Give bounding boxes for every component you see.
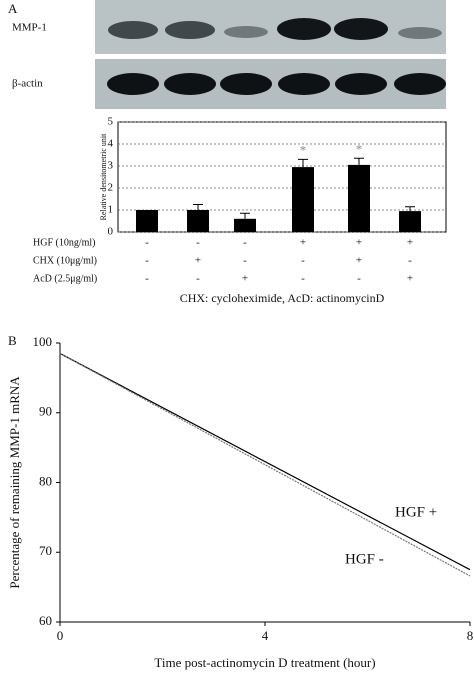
line	[59, 352, 471, 577]
treatment-sign: -	[357, 273, 361, 285]
x-tick-label: 8	[467, 628, 474, 643]
treatment-sign: +	[300, 237, 306, 249]
treatment-sign: -	[196, 273, 200, 285]
treatment-sign: +	[356, 237, 362, 249]
treatment-sign: +	[407, 237, 413, 249]
treatment-sign: -	[145, 255, 149, 267]
line	[59, 352, 471, 571]
y-axis-label: Percentage of remaining MMP-1 mRNA	[7, 376, 22, 589]
bar	[234, 218, 256, 232]
bar	[399, 211, 421, 232]
panel-label: B	[8, 333, 17, 348]
treatment-sign: +	[195, 255, 201, 267]
y-tick-label: 80	[39, 473, 52, 488]
treatment-sign: -	[243, 237, 247, 249]
blot-label: MMP-1	[12, 22, 47, 34]
treatment-sign: -	[301, 255, 305, 267]
error-bar	[405, 206, 415, 212]
bar	[348, 164, 370, 232]
y-tick-label: 3	[108, 160, 114, 172]
plot-frame	[117, 121, 447, 233]
series-label: HGF -	[345, 551, 384, 567]
treatment-sign: -	[301, 273, 305, 285]
treatment-label: AcD (2.5μg/ml)	[33, 273, 97, 284]
bar	[136, 210, 158, 232]
y-tick-label: 2	[108, 182, 114, 194]
treatment-sign: +	[356, 255, 362, 267]
treatment-sign: +	[407, 273, 413, 285]
y-axis-label: Relative densitometric unit	[99, 133, 108, 220]
series-label: HGF +	[395, 504, 437, 520]
treatment-label: CHX (10μg/ml)	[33, 255, 97, 266]
treatment-sign: +	[242, 273, 248, 285]
error-bar	[354, 157, 364, 165]
error-bar	[298, 158, 308, 168]
x-tick-label: 4	[262, 628, 269, 643]
axes	[59, 343, 470, 623]
blot-label: β-actin	[12, 78, 43, 90]
treatment-sign: -	[145, 237, 149, 249]
significance-mark: *	[300, 142, 307, 157]
y-tick-label: 90	[39, 404, 52, 419]
y-tick-label: 5	[108, 116, 114, 128]
bar	[292, 167, 314, 232]
treatment-sign: -	[145, 273, 149, 285]
panel-label: A	[8, 1, 18, 16]
treatment-label: HGF (10ng/ml)	[33, 237, 96, 248]
y-tick-label: 4	[108, 138, 114, 150]
error-bar	[193, 204, 203, 210]
treatment-sign: -	[243, 255, 247, 267]
error-bar	[240, 212, 250, 219]
caption: CHX: cycloheximide, AcD: actinomycinD	[180, 291, 385, 305]
y-tick-label: 1	[108, 204, 114, 216]
x-tick-label: 0	[57, 628, 64, 643]
blot	[95, 0, 446, 109]
y-tick-label: 70	[39, 543, 52, 558]
x-axis-label: Time post-actinomycin D treatment (hour)	[154, 655, 375, 670]
significance-mark: *	[356, 141, 363, 156]
bar	[187, 210, 209, 232]
y-tick-label: 0	[108, 226, 114, 238]
y-tick-label: 100	[33, 334, 53, 349]
treatment-sign: -	[196, 237, 200, 249]
y-tick-label: 60	[39, 613, 52, 628]
treatment-sign: -	[408, 255, 412, 267]
